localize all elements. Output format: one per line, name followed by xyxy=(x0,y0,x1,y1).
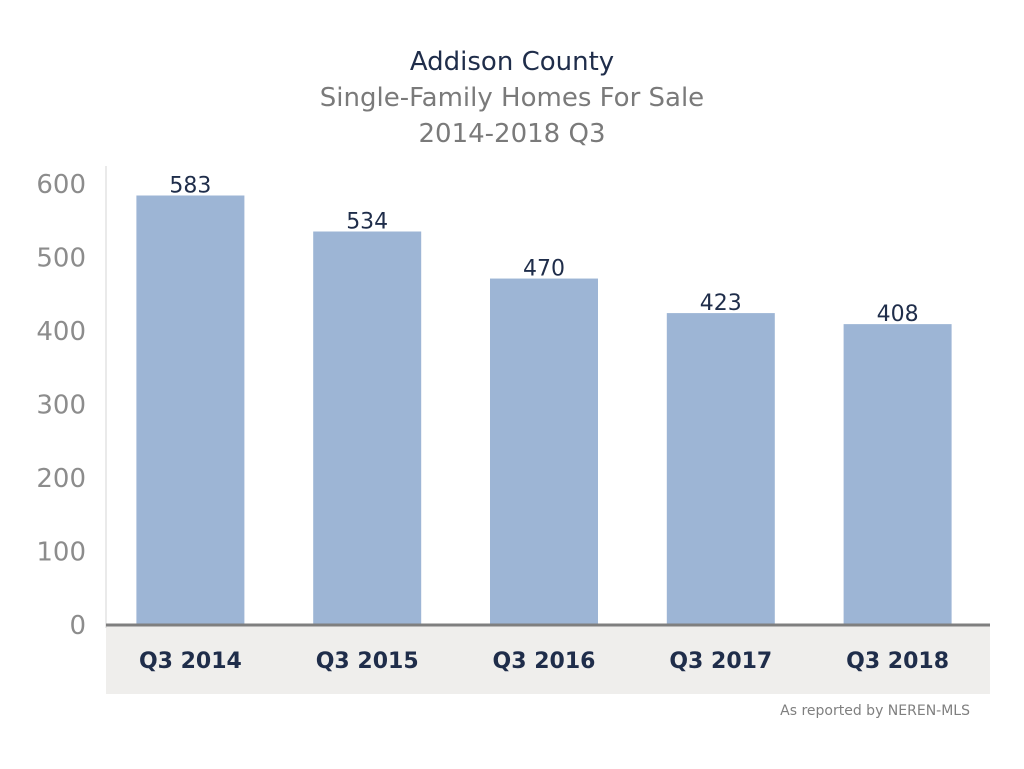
x-tick-label: Q3 2015 xyxy=(316,649,419,674)
data-label: 408 xyxy=(877,302,919,327)
x-tick-label: Q3 2017 xyxy=(669,649,772,674)
y-tick-label: 500 xyxy=(36,244,86,274)
y-tick-label: 300 xyxy=(36,391,86,421)
data-label: 583 xyxy=(169,173,211,198)
data-label: 534 xyxy=(346,210,388,235)
chart-subtitle: Single-Family Homes For Sale xyxy=(319,83,705,113)
x-tick-label: Q3 2016 xyxy=(493,649,596,674)
y-tick-label: 0 xyxy=(69,611,86,641)
source-note: As reported by NEREN-MLS xyxy=(780,703,970,719)
chart-title: Addison County xyxy=(409,47,615,77)
category-band xyxy=(106,624,990,694)
bar xyxy=(843,324,952,624)
y-tick-label: 600 xyxy=(36,170,86,200)
data-label: 423 xyxy=(700,291,742,316)
chart-subtitle-years: 2014-2018 Q3 xyxy=(418,119,606,149)
y-tick-label: 400 xyxy=(36,317,86,347)
bar xyxy=(666,313,775,624)
bar xyxy=(136,195,245,624)
x-tick-label: Q3 2018 xyxy=(846,649,949,674)
x-tick-label: Q3 2014 xyxy=(139,649,242,674)
chart-titles: Addison County Single-Family Homes For S… xyxy=(0,44,1024,152)
y-tick-label: 200 xyxy=(36,464,86,494)
bar xyxy=(313,231,422,624)
bar xyxy=(490,278,598,624)
y-tick-label: 100 xyxy=(36,538,86,568)
data-label: 470 xyxy=(523,257,565,282)
